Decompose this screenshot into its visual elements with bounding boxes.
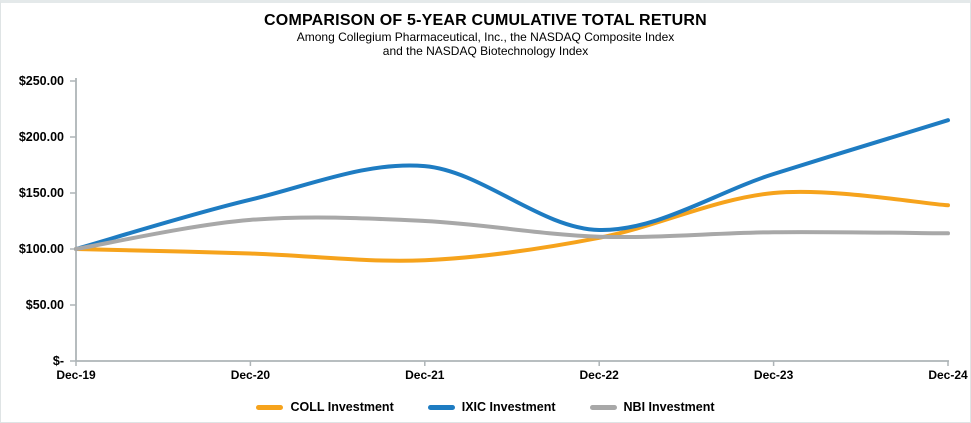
legend-label: COLL Investment (290, 400, 394, 414)
chart-subtitle-line1: Among Collegium Pharmaceutical, Inc., th… (296, 30, 675, 44)
y-axis-tick-label: $50.00 (25, 298, 64, 312)
y-axis-tick-label: $- (52, 354, 64, 368)
chart-plot-area (70, 78, 950, 366)
x-axis-tick-label: Dec-20 (230, 368, 271, 382)
legend-label: NBI Investment (623, 400, 715, 414)
chart-title: COMPARISON OF 5-YEAR CUMULATIVE TOTAL RE… (264, 12, 707, 29)
x-axis-tick-label: Dec-23 (753, 368, 794, 382)
y-axis-tick-label: $250.00 (18, 74, 64, 88)
legend-label: IXIC Investment (461, 400, 556, 414)
chart-subtitle-line2: and the NASDAQ Biotechnology Index (382, 44, 589, 58)
x-axis-tick-label: Dec-21 (405, 368, 445, 382)
series-line-coll (74, 189, 950, 263)
legend-line-swatch (256, 404, 284, 410)
legend-item-ixic: IXIC Investment (427, 400, 556, 414)
chart-legend: COLL Investment IXIC Investment NBI Invest… (1, 400, 970, 414)
chart-header: COMPARISON OF 5-YEAR CUMULATIVE TOTAL RE… (1, 11, 970, 58)
y-axis-tick-label: $200.00 (18, 130, 64, 144)
x-axis-tick-label: Dec-19 (56, 368, 96, 382)
legend-item-coll: COLL Investment (256, 400, 394, 414)
x-axis-tick-label: Dec-24 (928, 368, 968, 382)
y-axis-tick-label: $150.00 (18, 186, 64, 200)
x-axis-tick-label: Dec-22 (579, 368, 619, 382)
legend-line-swatch (589, 404, 617, 410)
legend-line-swatch (427, 404, 455, 410)
series-line-ixic (74, 118, 950, 251)
y-axis-tick-label: $100.00 (18, 242, 64, 256)
legend-item-nbi: NBI Investment (589, 400, 715, 414)
series-line-nbi (74, 215, 950, 251)
